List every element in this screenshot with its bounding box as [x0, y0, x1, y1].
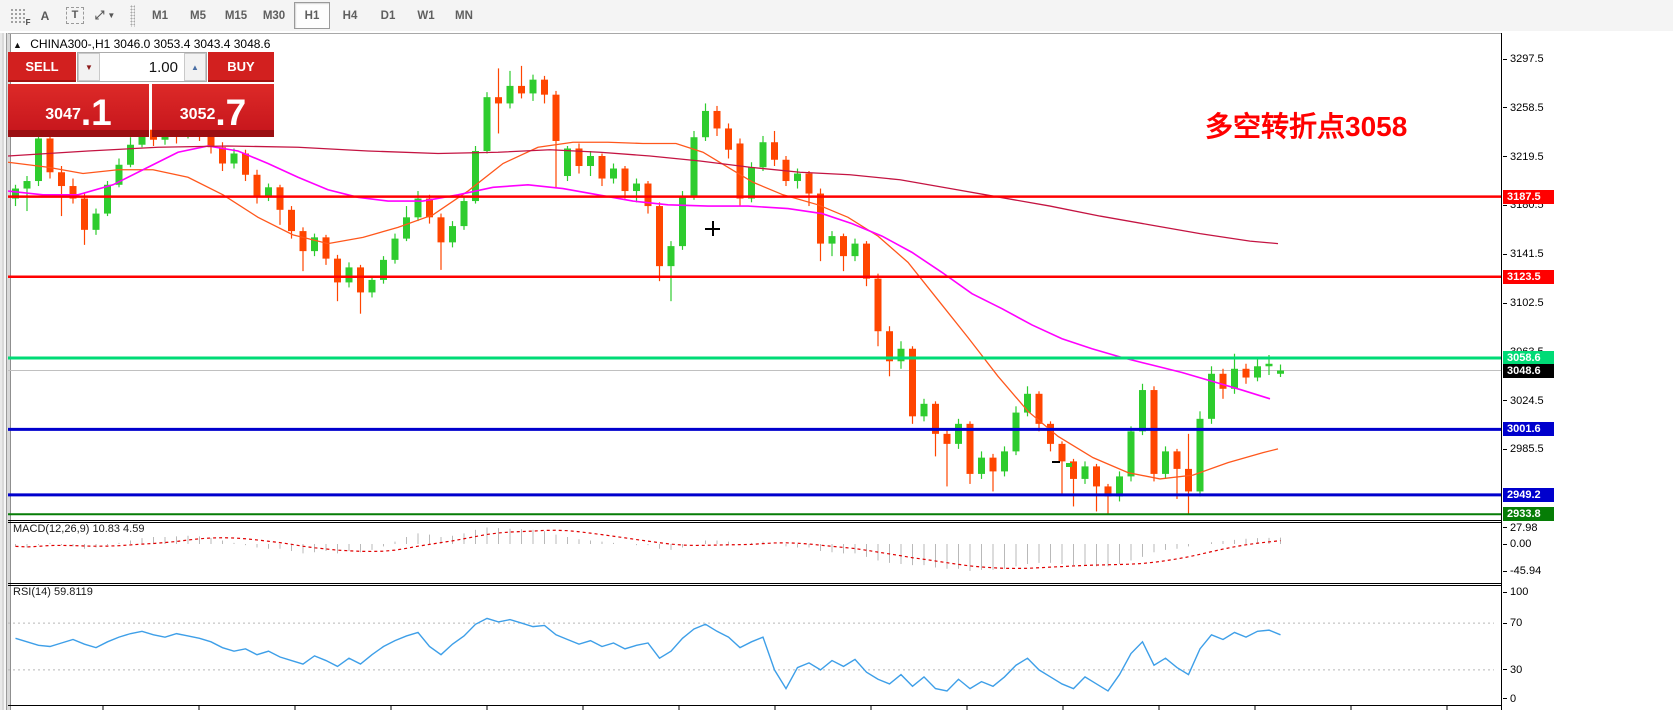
axis-tick: [1503, 156, 1507, 158]
sell-button-label: SELL: [25, 58, 59, 74]
price-tick-label: 3141.5: [1510, 248, 1544, 261]
ma-slow-crimson: [8, 145, 1279, 245]
volume-increase-button[interactable]: ▲: [184, 53, 206, 81]
axis-tick: [1503, 400, 1507, 402]
crosshair-cursor: [705, 221, 720, 236]
axis-tick: [1503, 302, 1507, 304]
price-axis[interactable]: 3297.53258.53219.53180.53141.53102.53063…: [1502, 33, 1673, 710]
timeframe-button-M1[interactable]: M1: [152, 9, 168, 22]
chart-annotation-text: 多空转折点3058: [1205, 111, 1408, 142]
top-toolbar: F A T ⤢ ▼ M1 M5 M15 M30 H1 H4 D1 W1 MN: [0, 0, 1673, 32]
ma-mid-magenta: [8, 145, 1271, 400]
volume-decrease-button[interactable]: ▼: [78, 53, 100, 81]
axis-tick: [1503, 107, 1507, 109]
timeframe-button-M15[interactable]: M15: [224, 9, 248, 22]
level-price-label-2949.2: 2949.2: [1503, 487, 1554, 502]
rsi-tick-label: 100: [1510, 586, 1529, 598]
sell-price-int: 3047: [45, 106, 81, 123]
grid-icon: F: [9, 8, 31, 27]
rsi-tick-label: 70: [1510, 617, 1523, 630]
green-dash-mark: [1066, 463, 1072, 467]
level-price-label-2933.8: 2933.8: [1503, 507, 1554, 522]
timeframe-button-MN[interactable]: MN: [455, 9, 473, 22]
timeframe-button-group: M1 M5 M15 M30 H1 H4 D1 W1 MN: [141, 2, 483, 29]
buy-price-dec: .7: [215, 91, 247, 133]
rsi-panel: [8, 617, 1494, 692]
axis-tick: [1503, 622, 1507, 624]
ma-fast-orange: [8, 141, 1279, 480]
buy-price-int: 3052: [179, 106, 216, 123]
level-price-label-3187.5: 3187.5: [1503, 189, 1554, 204]
grid-icon-label: F: [25, 18, 31, 27]
price-tick-label: 3024.5: [1510, 394, 1544, 407]
sell-button[interactable]: SELL: [8, 52, 76, 82]
level-price-label-3058.6: 3058.6: [1503, 351, 1554, 365]
symbol-ohlc-title: CHINA300-,H1 3046.0 3053.4 3043.4 3048.6: [30, 37, 271, 51]
rsi-indicator-label: RSI(14) 59.8119: [13, 586, 93, 598]
level-price-label-3048.6: 3048.6: [1503, 363, 1554, 378]
axis-tick: [1503, 527, 1507, 529]
buy-button[interactable]: BUY: [208, 52, 274, 82]
line-studies-button[interactable]: ⤢ ▼: [92, 4, 118, 28]
timeframe-button-W1[interactable]: W1: [417, 9, 435, 22]
axis-tick: [1503, 253, 1507, 255]
axis-tick: [1503, 591, 1507, 593]
timeframe-button-H4[interactable]: H4: [342, 9, 358, 22]
axis-tick: [1503, 570, 1507, 572]
level-price-label-3123.5: 3123.5: [1503, 269, 1554, 284]
macd-tick-label: -45.94: [1510, 565, 1542, 577]
one-click-trade-panel: SELL ▼ 1.00 ▲ BUY 3047 .1 3052: [8, 52, 274, 137]
font-a-icon: A: [40, 8, 50, 23]
buy-price-display[interactable]: 3052 .7: [152, 84, 274, 137]
price-tick-label: 2985.5: [1510, 443, 1544, 456]
timeframe-button-H1[interactable]: H1: [294, 2, 330, 29]
price-tick-label: 3297.5: [1510, 53, 1544, 65]
macd-indicator-label: MACD(12,26,9) 10.83 4.59: [13, 523, 145, 535]
rsi-tick-label: 30: [1510, 663, 1523, 676]
axis-tick: [1503, 698, 1507, 699]
macd-panel: [15, 527, 1281, 572]
volume-stepper: ▼ 1.00 ▲: [77, 52, 207, 82]
sell-price-dec: .1: [80, 91, 112, 133]
macd-tick-label: 0.00: [1510, 538, 1532, 550]
chart-title-bar: ▲ CHINA300-,H1 3046.0 3053.4 3043.4 3048…: [13, 37, 270, 51]
grid-indicator-button[interactable]: F: [2, 4, 31, 28]
toolbar-separator: [130, 4, 135, 27]
level-price-label-3001.6: 3001.6: [1503, 422, 1554, 437]
price-tick-label: 3102.5: [1510, 297, 1544, 310]
price-tick-label: 3219.5: [1510, 150, 1544, 163]
triangle-down-icon: ▼: [85, 62, 93, 72]
timeframe-button-M5[interactable]: M5: [190, 9, 206, 22]
timeframe-button-M30[interactable]: M30: [262, 9, 286, 22]
volume-input[interactable]: 1.00: [148, 58, 178, 76]
text-label-button[interactable]: T: [62, 4, 88, 28]
chevron-down-icon: ▼: [107, 11, 116, 20]
rsi-tick-label: 0: [1510, 692, 1517, 705]
triangle-up-icon: ▲: [191, 62, 199, 72]
collapse-triangle-icon[interactable]: ▲: [13, 40, 22, 50]
dash-mark: [1052, 461, 1060, 463]
level-lines-layer: [8, 195, 1502, 516]
window-left-frame[interactable]: [0, 33, 11, 710]
sell-price-display[interactable]: 3047 .1: [8, 84, 149, 137]
macd-tick-label: 27.98: [1510, 521, 1538, 534]
price-tick-label: 3258.5: [1510, 101, 1544, 114]
axis-tick: [1503, 58, 1507, 60]
text-label-icon: T: [66, 7, 84, 24]
axis-tick: [1503, 204, 1507, 206]
font-button[interactable]: A: [32, 4, 58, 28]
buy-button-label: BUY: [227, 58, 255, 74]
axis-tick: [1503, 669, 1507, 671]
axis-tick: [1503, 543, 1507, 545]
timeframe-button-D1[interactable]: D1: [380, 9, 396, 22]
chart-window: ▲ CHINA300-,H1 3046.0 3053.4 3043.4 3048…: [0, 31, 1673, 710]
axis-tick: [1503, 448, 1507, 450]
chart-canvas[interactable]: [8, 33, 1502, 710]
line-studies-icon: ⤢: [94, 8, 105, 22]
